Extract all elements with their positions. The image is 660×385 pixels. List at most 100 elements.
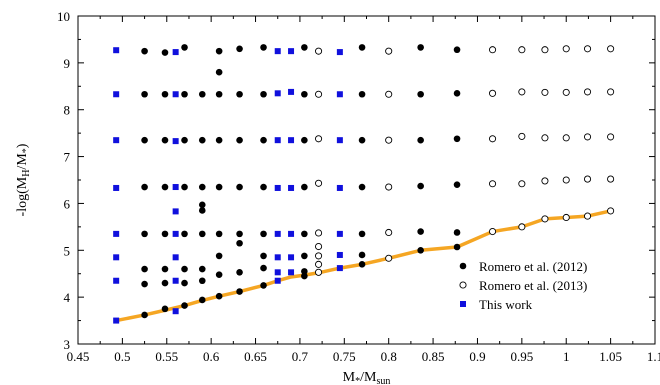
data-point-romero2012 bbox=[181, 183, 188, 191]
data-point-this-work bbox=[172, 138, 179, 145]
data-point-romero2012 bbox=[161, 136, 169, 144]
data-point-romero2012 bbox=[260, 282, 267, 289]
legend: Romero et al. (2012) Romero et al. (2013)… bbox=[459, 259, 587, 312]
data-point-this-work bbox=[113, 230, 120, 237]
data-point-romero2012 bbox=[141, 47, 148, 55]
data-point-romero2012 bbox=[301, 272, 308, 280]
data-point-romero2012 bbox=[215, 47, 223, 55]
data-point-this-work bbox=[274, 48, 281, 55]
data-point-romero2012 bbox=[453, 229, 461, 236]
data-point-romero2012 bbox=[453, 90, 461, 97]
data-point-romero2012 bbox=[198, 277, 206, 285]
data-point-romero2012 bbox=[141, 311, 148, 319]
data-point-romero2012 bbox=[417, 246, 424, 254]
data-point-romero2012 bbox=[198, 207, 206, 214]
data-point-romero2013 bbox=[562, 88, 570, 96]
data-point-romero2013 bbox=[518, 180, 526, 188]
data-point-romero2013 bbox=[583, 212, 592, 220]
data-point-romero2012 bbox=[161, 183, 169, 191]
data-point-this-work bbox=[336, 49, 343, 56]
data-point-this-work bbox=[336, 230, 343, 237]
data-point-romero2013 bbox=[315, 90, 323, 98]
data-point-romero2012 bbox=[236, 45, 243, 53]
data-point-this-work bbox=[288, 269, 295, 276]
data-point-romero2012 bbox=[260, 264, 267, 272]
data-point-romero2012 bbox=[181, 265, 188, 273]
data-point-this-work bbox=[274, 254, 281, 261]
x-tick-label: 0.45 bbox=[67, 349, 90, 364]
data-point-romero2012 bbox=[417, 90, 424, 98]
data-point-romero2013 bbox=[489, 227, 497, 236]
data-point-romero2012 bbox=[301, 44, 308, 51]
data-point-this-work bbox=[336, 184, 343, 191]
data-point-this-work bbox=[113, 254, 120, 261]
data-point-romero2012 bbox=[260, 230, 267, 238]
y-tick-label: 7 bbox=[64, 150, 71, 165]
data-point-this-work bbox=[172, 184, 179, 191]
data-point-romero2013 bbox=[562, 213, 570, 222]
y-axis-title: -log(MH/M*) bbox=[15, 143, 32, 216]
data-point-romero2013 bbox=[541, 177, 549, 185]
data-point-romero2012 bbox=[215, 271, 223, 278]
data-point-romero2013 bbox=[541, 215, 549, 223]
data-point-this-work bbox=[172, 49, 179, 56]
data-point-romero2013 bbox=[562, 176, 570, 184]
data-point-romero2013 bbox=[541, 46, 549, 54]
data-point-romero2012 bbox=[301, 268, 308, 275]
legend-marker-romero2013 bbox=[459, 281, 467, 289]
y-tick-label: 4 bbox=[64, 290, 71, 305]
data-point-romero2012 bbox=[141, 265, 148, 273]
data-point-romero2012 bbox=[453, 46, 461, 54]
legend-label: Romero et al. (2013) bbox=[479, 278, 587, 293]
data-point-romero2013 bbox=[315, 47, 323, 55]
data-point-romero2012 bbox=[198, 201, 206, 209]
data-point-romero2012 bbox=[161, 265, 169, 273]
data-point-this-work bbox=[113, 91, 120, 98]
data-point-romero2012 bbox=[417, 136, 424, 144]
data-point-romero2012 bbox=[453, 135, 461, 143]
data-point-romero2012 bbox=[453, 243, 461, 251]
data-point-this-work bbox=[274, 269, 281, 276]
data-point-this-work bbox=[274, 90, 281, 97]
data-point-romero2012 bbox=[358, 183, 366, 191]
data-point-romero2013 bbox=[385, 183, 393, 191]
data-point-romero2013 bbox=[583, 175, 592, 183]
x-tick-label: 1.05 bbox=[599, 349, 622, 364]
data-point-romero2012 bbox=[161, 230, 169, 238]
x-tick-label: 1 bbox=[563, 349, 570, 364]
x-tick-label: 0.5 bbox=[114, 349, 130, 364]
data-point-romero2013 bbox=[562, 45, 570, 53]
data-point-romero2012 bbox=[301, 183, 308, 191]
data-point-romero2012 bbox=[358, 136, 366, 144]
data-point-this-work bbox=[288, 230, 295, 237]
data-point-this-work bbox=[288, 184, 295, 191]
data-point-romero2012 bbox=[260, 44, 267, 51]
data-point-romero2013 bbox=[562, 134, 570, 142]
data-point-romero2012 bbox=[198, 230, 206, 238]
x-tick-label: 0.85 bbox=[422, 349, 445, 364]
data-point-romero2012 bbox=[215, 68, 223, 76]
data-point-romero2012 bbox=[141, 183, 148, 191]
y-tick-label: 5 bbox=[64, 243, 71, 258]
data-point-romero2013 bbox=[607, 175, 615, 183]
data-point-this-work bbox=[172, 208, 179, 215]
legend-label: This work bbox=[479, 297, 533, 312]
data-point-romero2012 bbox=[161, 90, 169, 98]
y-tick-label: 10 bbox=[57, 9, 70, 24]
data-point-romero2013 bbox=[518, 88, 526, 96]
data-point-this-work bbox=[288, 254, 295, 261]
data-point-romero2012 bbox=[260, 136, 267, 144]
y-tick-label: 6 bbox=[64, 196, 71, 211]
data-point-romero2013 bbox=[541, 88, 549, 96]
data-point-romero2012 bbox=[141, 136, 148, 144]
data-point-romero2013 bbox=[518, 223, 526, 231]
data-point-romero2013 bbox=[607, 207, 615, 215]
data-point-romero2012 bbox=[236, 230, 243, 238]
x-axis-title: M*/Msun bbox=[343, 370, 391, 385]
legend-marker-romero2012 bbox=[459, 262, 467, 270]
data-point-this-work bbox=[172, 277, 179, 284]
data-point-romero2013 bbox=[385, 254, 393, 262]
data-point-this-work bbox=[288, 48, 295, 55]
data-point-romero2012 bbox=[161, 279, 169, 287]
